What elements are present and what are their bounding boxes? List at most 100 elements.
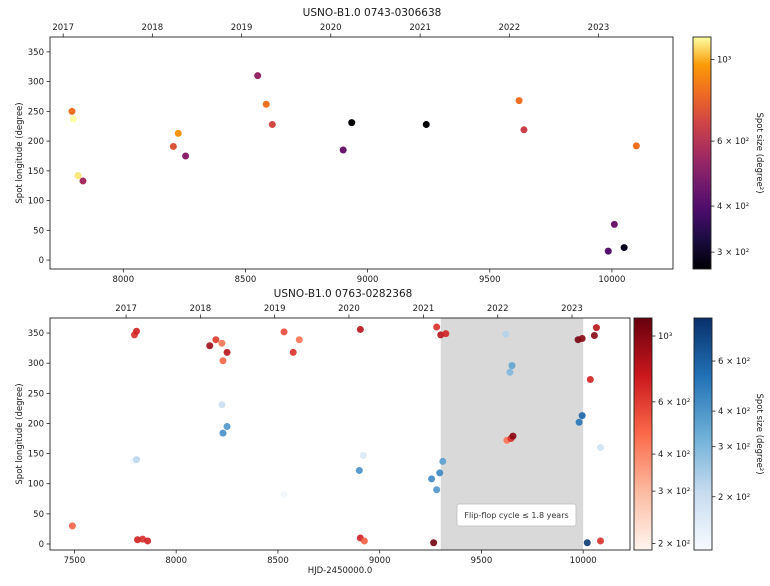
data-point-blue bbox=[436, 469, 444, 477]
data-point-blue bbox=[596, 444, 604, 452]
data-point-red bbox=[360, 537, 368, 545]
data-point-red bbox=[134, 536, 142, 544]
data-point-blue bbox=[218, 401, 226, 409]
top-year-tick-label: 2018 bbox=[190, 304, 212, 314]
data-point bbox=[262, 100, 270, 108]
y-tick-label: 200 bbox=[28, 137, 44, 147]
y-tick-label: 250 bbox=[28, 389, 44, 399]
flip-flop-annotation: Flip-flop cycle ≤ 1.8 years bbox=[464, 511, 568, 520]
data-point bbox=[348, 119, 356, 127]
y-tick-label: 0 bbox=[39, 540, 44, 550]
colorbar-tick-label: 6 × 10² bbox=[718, 357, 750, 367]
x-tick-label: 8500 bbox=[235, 275, 257, 285]
data-point bbox=[610, 220, 618, 228]
plot-frame-top bbox=[49, 36, 674, 270]
panel-bottom: USNO-B1.0 0763-0282368 7500 8000 8500 9000 9… bbox=[15, 288, 764, 576]
y-tick-label: 350 bbox=[28, 48, 44, 58]
data-point-blue bbox=[508, 362, 516, 370]
y-axis-label-bottom: Spot longitude (degree) bbox=[15, 383, 25, 484]
top-year-tick-label: 2021 bbox=[409, 23, 431, 33]
data-point-red bbox=[430, 539, 438, 547]
data-point-red bbox=[132, 327, 140, 335]
colorbar-tick-label: 10³ bbox=[717, 55, 731, 65]
chart-title-bottom: USNO-B1.0 0763-0282368 bbox=[274, 288, 413, 300]
data-point bbox=[182, 152, 190, 160]
y-tick-label: 100 bbox=[28, 197, 44, 207]
data-point-blue bbox=[578, 412, 586, 420]
y-tick-label: 100 bbox=[28, 480, 44, 490]
top-year-tick-label: 2020 bbox=[320, 23, 342, 33]
data-point-blue bbox=[219, 429, 227, 437]
data-point-red bbox=[596, 537, 604, 545]
y-tick-label: 250 bbox=[28, 107, 44, 117]
colorbar-label-bottom: Spot size (degree²) bbox=[754, 393, 764, 474]
y-tick-label: 300 bbox=[28, 359, 44, 369]
x-tick-label: 7500 bbox=[64, 556, 86, 566]
data-point-red bbox=[144, 537, 152, 545]
data-point-red bbox=[509, 432, 517, 440]
top-year-tick-label: 2022 bbox=[498, 23, 520, 33]
data-point-red bbox=[289, 348, 297, 356]
data-point bbox=[169, 142, 177, 150]
x-tick-label: 8000 bbox=[165, 556, 187, 566]
y-tick-label: 50 bbox=[33, 226, 44, 236]
data-point-blue bbox=[280, 491, 288, 499]
data-point-blue bbox=[502, 330, 510, 338]
data-point bbox=[339, 146, 347, 154]
top-year-tick-label: 2019 bbox=[264, 304, 286, 314]
colorbar-tick-label: 3 × 10² bbox=[658, 487, 690, 497]
flip-flop-annotation-box bbox=[456, 503, 577, 527]
data-point-red bbox=[433, 323, 441, 331]
top-year-tick-label: 2018 bbox=[142, 23, 164, 33]
x-tick-label: 8500 bbox=[267, 556, 289, 566]
data-point bbox=[174, 129, 182, 137]
top-year-tick-label: 2021 bbox=[413, 304, 435, 314]
x-axis-label-bottom: HJD-2450000.0 bbox=[308, 566, 372, 576]
chart-title-top: USNO-B1.0 0743-0306638 bbox=[303, 7, 442, 19]
colorbar-tick-label: 2 × 10² bbox=[718, 493, 750, 503]
x-tick-label: 10000 bbox=[598, 275, 625, 285]
y-tick-label: 150 bbox=[28, 450, 44, 460]
data-point-red bbox=[219, 357, 227, 365]
data-point-blue bbox=[439, 457, 447, 465]
data-point bbox=[620, 244, 628, 252]
y-tick-label: 150 bbox=[28, 167, 44, 177]
y-tick-label: 350 bbox=[28, 329, 44, 339]
x-tick-label: 9500 bbox=[471, 556, 493, 566]
data-point-blue bbox=[506, 368, 514, 376]
x-tick-label: 9000 bbox=[369, 556, 391, 566]
data-point-red bbox=[218, 339, 226, 347]
data-point-red bbox=[206, 342, 214, 350]
data-point-blue bbox=[359, 451, 367, 459]
data-point-blue bbox=[223, 422, 231, 430]
colorbar-tick-label: 4 × 10² bbox=[718, 407, 750, 417]
top-year-tick-label: 2017 bbox=[52, 23, 74, 33]
data-point-red bbox=[586, 375, 594, 383]
top-year-tick-label: 2023 bbox=[588, 23, 610, 33]
panel-top: USNO-B1.0 0743-0306638 8000 8500 9000 9500 1… bbox=[15, 7, 764, 285]
data-point-blue bbox=[428, 475, 436, 483]
y-tick-label: 200 bbox=[28, 419, 44, 429]
data-point-red bbox=[68, 522, 76, 530]
colorbar-label-top: Spot size (degree²) bbox=[754, 112, 764, 193]
data-point-blue bbox=[433, 486, 441, 494]
data-point bbox=[69, 115, 77, 123]
data-point-blue bbox=[355, 466, 363, 474]
x-tick-label: 10000 bbox=[570, 556, 597, 566]
top-year-tick-label: 2017 bbox=[115, 304, 137, 314]
data-point-red bbox=[212, 336, 220, 344]
data-point bbox=[68, 107, 76, 115]
colorbar-tick-label: 3 × 10² bbox=[717, 248, 749, 258]
data-point-red bbox=[592, 324, 600, 332]
data-point bbox=[604, 247, 612, 255]
data-point bbox=[254, 72, 262, 80]
colorbar-blues bbox=[693, 317, 713, 551]
top-year-tick-label: 2020 bbox=[338, 304, 360, 314]
y-tick-label: 0 bbox=[39, 256, 44, 266]
colorbar-tick-label: 4 × 10² bbox=[717, 202, 749, 212]
x-tick-label: 9500 bbox=[479, 275, 501, 285]
data-point-blue bbox=[132, 456, 140, 464]
data-point-blue bbox=[583, 539, 591, 547]
data-point-red bbox=[442, 330, 450, 338]
colorbar-tick-label: 6 × 10² bbox=[717, 137, 749, 147]
